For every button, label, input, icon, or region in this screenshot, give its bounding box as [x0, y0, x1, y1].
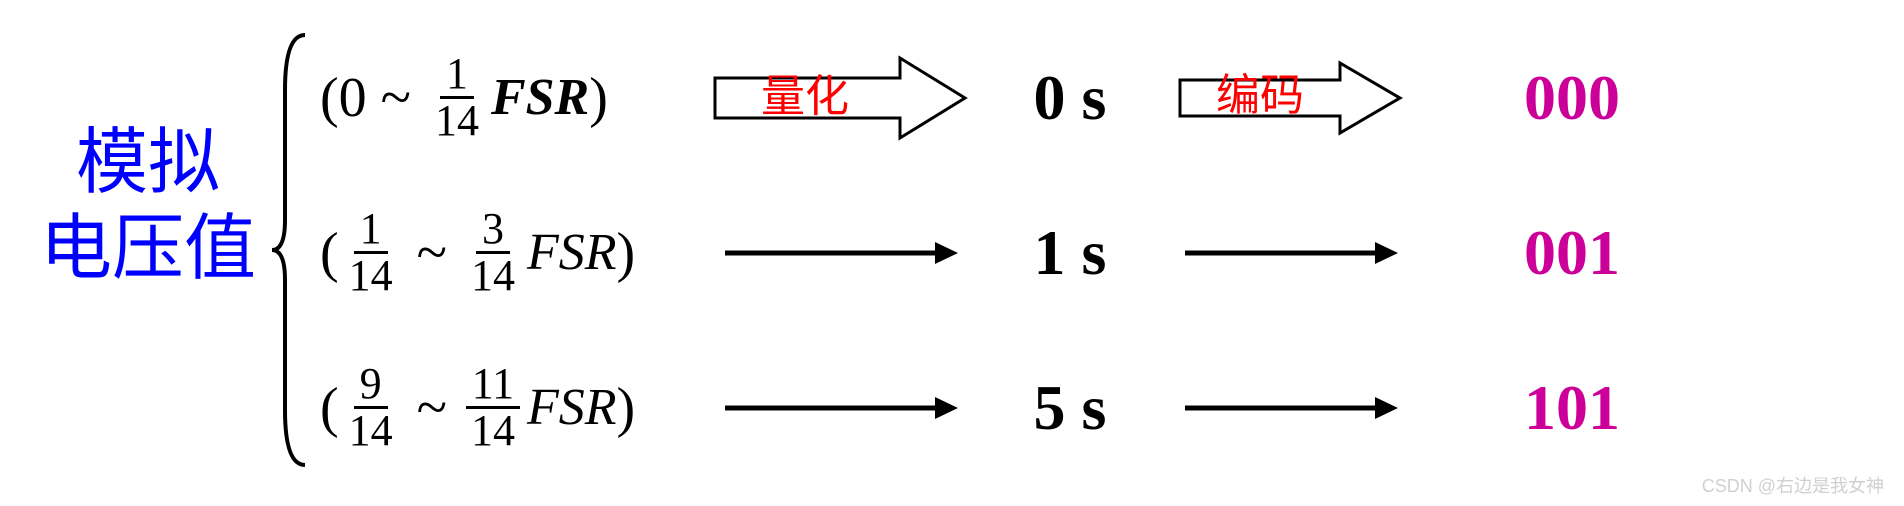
- code-1: 001: [1420, 216, 1640, 290]
- label-line1: 模拟: [40, 120, 256, 206]
- fsr-2: FSR: [527, 378, 617, 437]
- code-0: 000: [1420, 61, 1640, 135]
- mid-0: 0 s: [980, 61, 1160, 135]
- frac-0-1: 1 14: [429, 52, 485, 143]
- frac-1-1: 1 14: [343, 207, 399, 298]
- row-0: (0 ~ 1 14 FSR ) 量化 0 s 编码 000: [320, 20, 1640, 175]
- encode-label: 编码: [1216, 71, 1304, 120]
- range-2: ( 9 14 ~ 11 14 FSR ): [320, 362, 700, 453]
- row-1: ( 1 14 ~ 3 14 FSR ) 1 s: [320, 175, 1640, 330]
- range-0: (0 ~ 1 14 FSR ): [320, 52, 700, 143]
- arrow-2-2: [1160, 393, 1420, 423]
- watermark: CSDN @右边是我女神: [1702, 472, 1884, 498]
- code-2: 101: [1420, 371, 1640, 445]
- row-2: ( 9 14 ~ 11 14 FSR ) 5 s: [320, 330, 1640, 485]
- range-1: ( 1 14 ~ 3 14 FSR ): [320, 207, 700, 298]
- quantize-label: 量化: [761, 72, 849, 121]
- rows-container: (0 ~ 1 14 FSR ) 量化 0 s 编码 000 (: [320, 20, 1640, 485]
- fsr-0: FSR: [491, 68, 589, 127]
- frac-2-2: 11 14: [465, 362, 521, 453]
- analog-voltage-label: 模拟 电压值: [40, 120, 256, 293]
- fsr-1: FSR: [527, 223, 617, 282]
- arrow-1-1: [700, 238, 980, 268]
- mid-2: 5 s: [980, 371, 1160, 445]
- encode-arrow: 编码: [1160, 58, 1420, 138]
- label-line2: 电压值: [40, 206, 256, 292]
- arrow-2-1: [700, 393, 980, 423]
- mid-1: 1 s: [980, 216, 1160, 290]
- frac-2-1: 9 14: [343, 362, 399, 453]
- frac-1-2: 3 14: [465, 207, 521, 298]
- arrow-1-2: [1160, 238, 1420, 268]
- quantize-arrow: 量化: [700, 53, 980, 143]
- left-brace: [270, 30, 310, 470]
